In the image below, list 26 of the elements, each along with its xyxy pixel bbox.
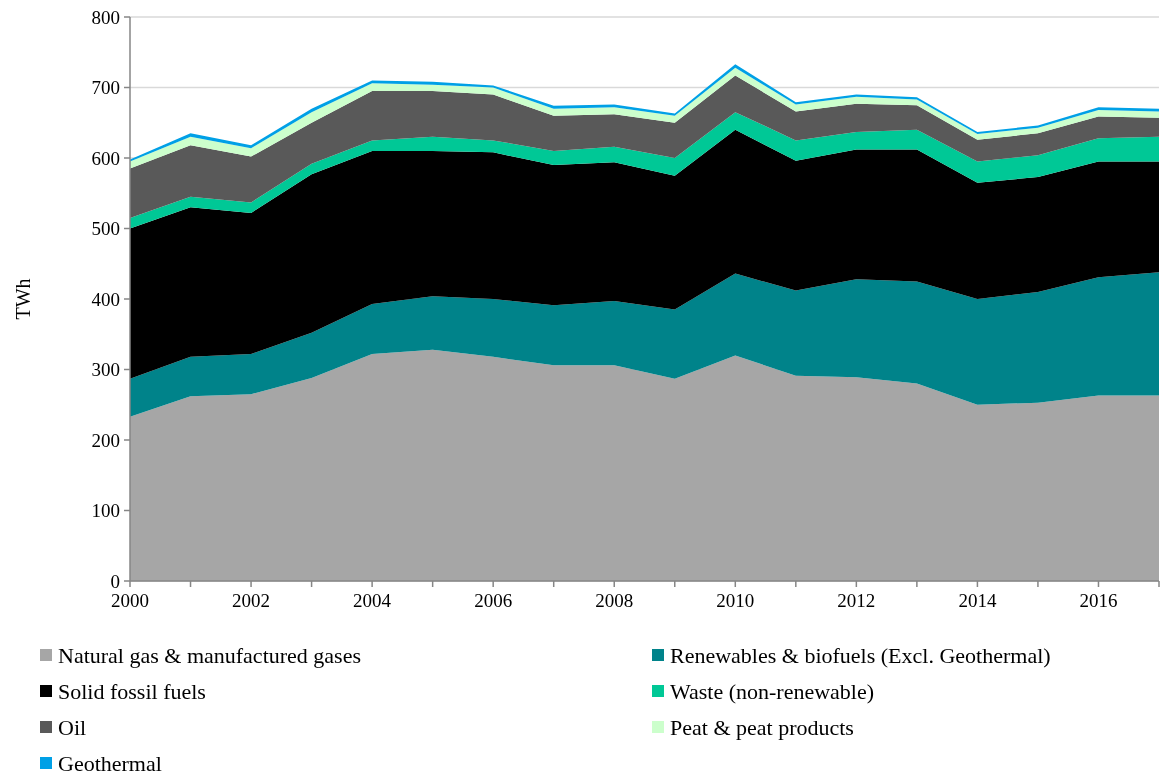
legend-label: Natural gas & manufactured gases — [58, 642, 361, 668]
x-tick-label: 2008 — [595, 590, 634, 611]
y-axis-title: TWh — [12, 278, 34, 320]
legend-label: Renewables & biofuels (Excl. Geothermal) — [670, 642, 1051, 668]
y-tick-label: 200 — [91, 429, 120, 451]
y-tick-label: 700 — [91, 77, 120, 99]
x-tick-label: 2016 — [1079, 590, 1118, 611]
legend-label: Waste (non-renewable) — [670, 678, 875, 704]
x-tick-label: 2006 — [474, 590, 513, 611]
x-tick-label: 2004 — [353, 590, 392, 611]
y-tick-label: 300 — [91, 359, 120, 381]
legend-label: Geothermal — [58, 750, 162, 776]
y-tick-label: 0 — [110, 570, 120, 592]
y-tick-label: 100 — [91, 500, 120, 522]
legend-label: Oil — [58, 714, 87, 740]
legend-label: Solid fossil fuels — [58, 678, 206, 704]
x-tick-label: 2012 — [837, 590, 876, 611]
y-tick-label: 500 — [91, 218, 120, 240]
x-tick-label: 2002 — [232, 590, 271, 611]
legend-label: Peat & peat products — [670, 714, 854, 740]
x-tick-label: 2010 — [716, 590, 755, 611]
y-tick-label: 800 — [91, 6, 120, 28]
x-tick-label: 2014 — [958, 590, 997, 611]
y-tick-label: 600 — [91, 147, 120, 169]
x-tick-label: 2000 — [111, 590, 149, 611]
y-tick-label: 400 — [91, 288, 120, 310]
